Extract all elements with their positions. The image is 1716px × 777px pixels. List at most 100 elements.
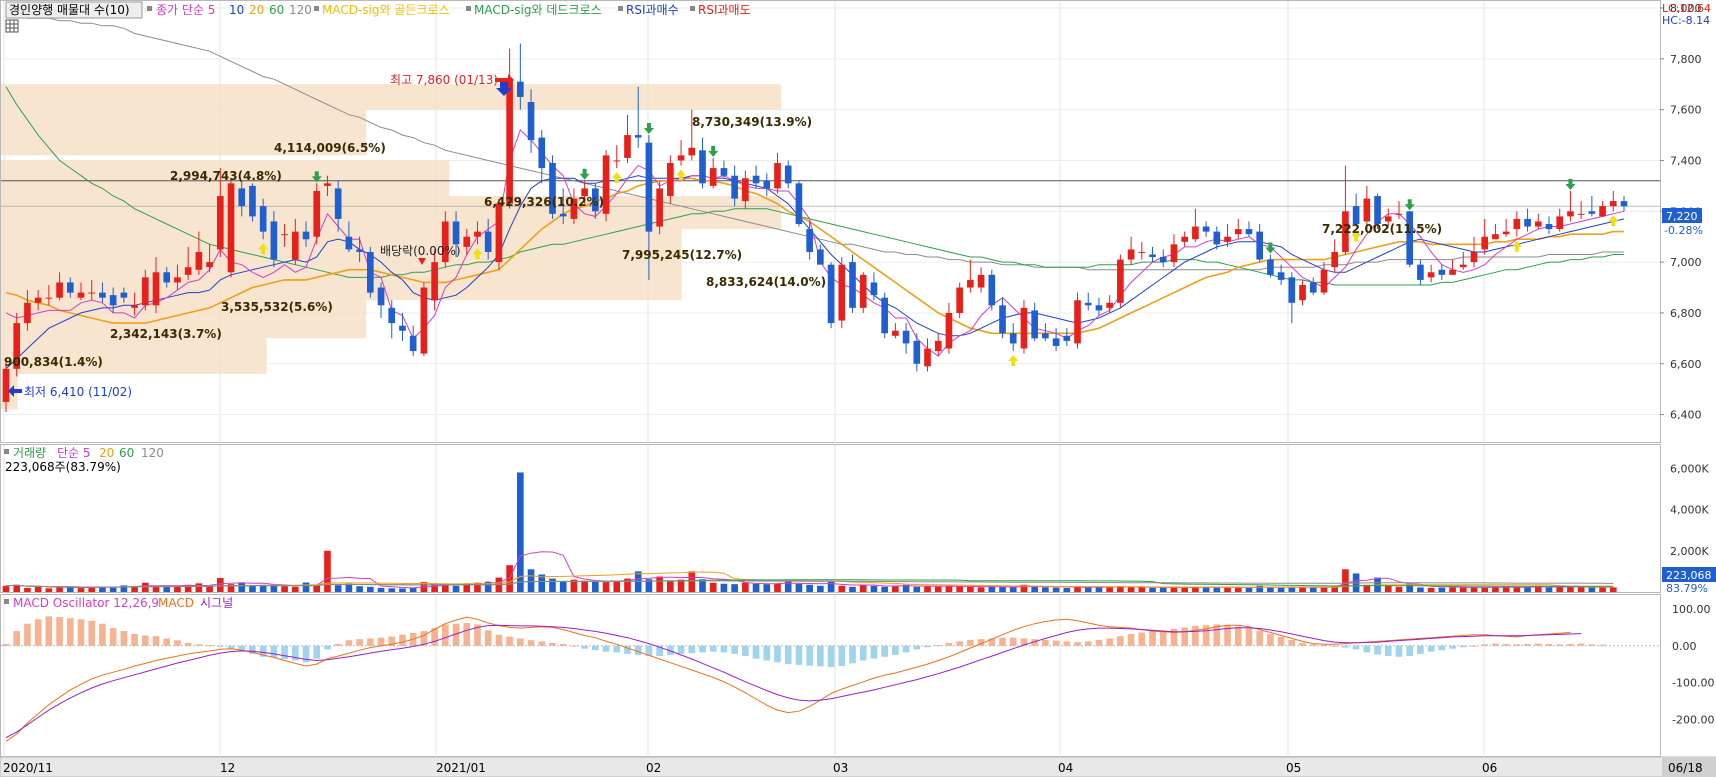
legend-ma-label[interactable]: 종가 단순 5	[156, 3, 215, 17]
volume-bar	[988, 586, 996, 592]
volume-bar	[345, 583, 353, 592]
candle-body	[1406, 211, 1414, 265]
volume-legend-ma20[interactable]: 20	[99, 446, 114, 460]
candle-body	[634, 135, 642, 138]
macd-osc-bar	[688, 645, 696, 654]
candle-body	[827, 264, 835, 324]
candle-body	[934, 340, 942, 352]
macd-osc-bar	[709, 645, 717, 652]
candle-body	[216, 196, 224, 250]
candle-body	[956, 287, 963, 313]
candle-body	[1288, 277, 1296, 303]
legend-ma120[interactable]: 120	[289, 3, 312, 17]
volume-bar	[1427, 587, 1435, 592]
candle-body	[624, 135, 631, 158]
volume-bar	[238, 582, 246, 592]
grid-icon[interactable]	[5, 19, 19, 33]
date-axis-label: 04	[1058, 761, 1073, 775]
volume-bar	[1074, 586, 1081, 592]
volume-bar	[1384, 585, 1392, 592]
volume-legend-title[interactable]: 거래량	[13, 446, 46, 460]
volume-bar	[206, 586, 213, 592]
macd-osc-bar	[1106, 638, 1113, 646]
macd-osc-bar	[881, 645, 888, 657]
macd-osc-bar	[549, 642, 556, 646]
candle-body	[484, 231, 492, 252]
legend-dead-cross[interactable]: MACD-sig와 데드크로스	[474, 3, 602, 17]
macd-tick-label: 0.00	[1672, 640, 1697, 653]
volume-bar	[366, 586, 374, 592]
volume-bar	[1395, 586, 1403, 592]
volume-legend-value: 223,068주(83.79%)	[5, 460, 121, 474]
macd-legend-signal[interactable]: 시그널	[200, 596, 233, 610]
volume-tick-label: 2,000K	[1670, 545, 1709, 558]
candle-body	[592, 188, 599, 212]
legend-ma60[interactable]: 60	[269, 3, 284, 17]
candle-body	[1449, 269, 1456, 275]
macd-osc-bar	[977, 639, 985, 646]
volume-bar	[88, 587, 96, 592]
dead-cross-icon	[579, 168, 590, 180]
volume-tick-label: 4,000K	[1670, 504, 1709, 517]
volume-legend-ma120[interactable]: 120	[141, 446, 164, 460]
volume-bar	[484, 581, 492, 592]
candle-body	[1352, 206, 1360, 224]
macd-osc-bar	[827, 645, 835, 668]
ma120-line	[6, 15, 1624, 271]
candle-body	[141, 277, 149, 306]
profile-band	[1, 338, 267, 374]
candle-body	[538, 137, 546, 169]
candle-body	[1459, 264, 1467, 268]
macd-osc-bar	[1181, 627, 1188, 646]
candle-body	[656, 188, 663, 227]
date-axis-label: 05	[1286, 761, 1301, 775]
macd-osc-bar	[506, 636, 513, 646]
candle-body	[1224, 236, 1231, 242]
macd-osc-bar	[24, 623, 31, 646]
macd-legend-osc[interactable]: MACD Oscillator 12,26,9	[13, 596, 159, 610]
candle-body	[377, 287, 385, 306]
volume-bar	[517, 472, 524, 592]
candle-body	[1074, 300, 1081, 344]
macd-osc-bar	[624, 645, 631, 654]
volume-bar	[227, 584, 235, 592]
macd-osc-bar	[1277, 636, 1285, 646]
macd-legend-macd[interactable]: MACD	[158, 596, 194, 610]
macd-osc-bar	[1170, 628, 1178, 646]
macd-osc-bar	[420, 631, 428, 646]
legend-title[interactable]: 경인양행 매물대 수(10)	[9, 2, 130, 17]
macd-osc-bar	[913, 645, 921, 650]
macd-osc-bar	[313, 645, 321, 659]
volume-bar	[334, 585, 342, 592]
legend-selector-box[interactable]	[5, 1, 143, 19]
volume-bar	[956, 586, 963, 592]
macd-osc-bar	[281, 645, 288, 659]
macd-osc-bar	[377, 637, 385, 646]
macd-osc-bar	[988, 638, 996, 646]
legend-golden-cross[interactable]: MACD-sig와 골든크로스	[322, 3, 450, 17]
high-annotation: 최고 7,860 (01/13)	[390, 73, 498, 87]
volume-bar	[795, 583, 803, 592]
candle-body	[581, 188, 588, 197]
legend-square-ma	[147, 6, 152, 11]
candle-body	[1363, 198, 1371, 222]
legend-rsi-buy[interactable]: RSI과매수	[626, 3, 679, 17]
legend-ma20[interactable]: 20	[249, 3, 264, 17]
volume-panel-frame	[0, 444, 1661, 593]
macd-osc-bar	[1127, 634, 1135, 646]
macd-osc-bar	[1074, 642, 1081, 646]
volume-bar	[474, 582, 481, 592]
volume-legend-ma60[interactable]: 60	[119, 446, 134, 460]
candle-body	[1620, 201, 1628, 207]
candle-body	[1502, 231, 1510, 235]
volume-bar	[1181, 587, 1188, 592]
legend-ma10[interactable]: 10	[229, 3, 244, 17]
volume-legend-ma[interactable]: 단순 5	[57, 446, 91, 460]
price-tick-label: 7,800	[1670, 53, 1702, 66]
volume-bar	[1009, 587, 1017, 592]
candle-body	[174, 277, 181, 283]
volume-bar	[1063, 587, 1071, 592]
legend-rsi-sell[interactable]: RSI과매도	[698, 3, 751, 17]
candle-body	[99, 292, 106, 298]
